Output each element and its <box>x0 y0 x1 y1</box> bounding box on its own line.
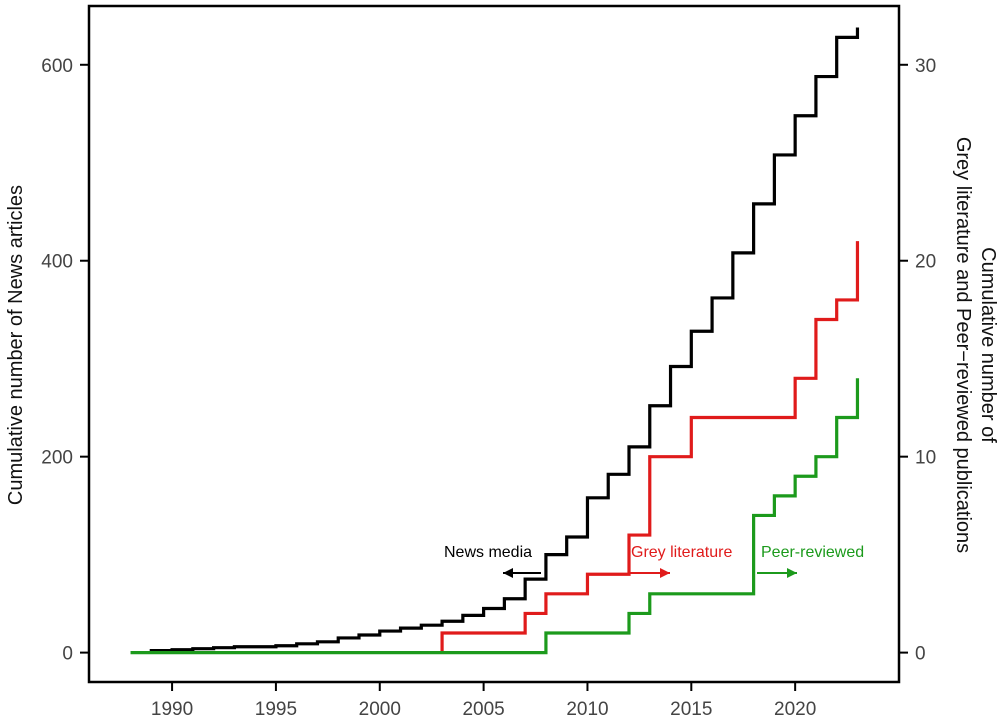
plot-frame <box>87 4 901 684</box>
right-tick-label: 0 <box>915 644 926 665</box>
series-line-news-media <box>149 27 860 653</box>
annotation-arrow-head-icon <box>660 568 670 578</box>
x-tick-label: 1990 <box>151 699 193 719</box>
annotations: News media Grey literature Peer-reviewed <box>444 544 864 578</box>
x-tick-label: 2000 <box>359 699 401 719</box>
left-tick-label: 200 <box>41 448 73 469</box>
x-tick-label: 2010 <box>566 699 608 719</box>
series-line-peer-reviewed <box>130 378 860 655</box>
annotation-label-0: News media <box>444 544 532 561</box>
x-tick-label: 1995 <box>255 699 297 719</box>
annotation-arrow-head-icon <box>787 568 797 578</box>
x-axis-ticks: 1990 1995 2000 2005 2010 2015 2020 <box>151 682 816 719</box>
x-tick-label: 2020 <box>774 699 816 719</box>
annotation-arrow-head-icon <box>503 568 513 578</box>
right-tick-label: 20 <box>915 252 936 273</box>
x-tick-label: 2015 <box>670 699 712 719</box>
left-axis-ticks: 0 200 400 600 <box>41 56 89 665</box>
series-line-grey-literature <box>440 241 860 653</box>
series-layer <box>130 27 860 655</box>
right-axis-ticks: 0 10 20 30 <box>899 56 936 665</box>
left-axis-title: Cumulative number of News articles <box>5 185 27 505</box>
right-tick-label: 30 <box>915 56 936 77</box>
x-tick-label: 2005 <box>462 699 504 719</box>
annotation-label-1: Grey literature <box>631 544 732 561</box>
left-tick-label: 0 <box>62 644 73 665</box>
left-tick-label: 600 <box>41 56 73 77</box>
right-axis-title-line1: Cumulative number of <box>977 247 999 443</box>
right-tick-label: 10 <box>915 448 936 469</box>
left-tick-label: 400 <box>41 252 73 273</box>
right-axis-title-line2: Grey literature and Peer−reviewed public… <box>952 137 974 553</box>
annotation-label-2: Peer-reviewed <box>761 544 864 561</box>
